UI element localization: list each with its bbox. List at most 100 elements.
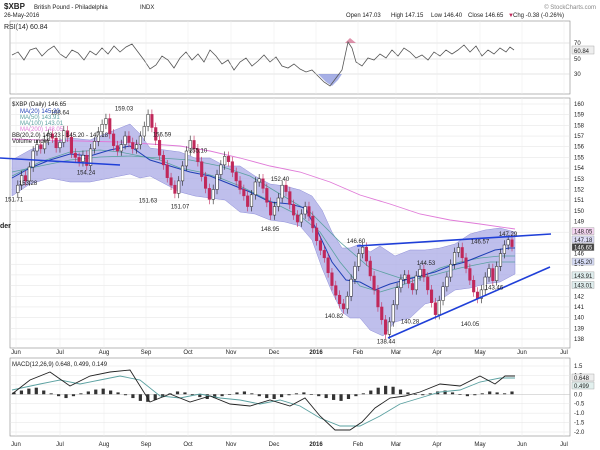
candle-body: [165, 164, 169, 178]
candle-body: [452, 252, 457, 265]
candle-body: [261, 178, 265, 189]
price-right-value: 148.05: [574, 230, 593, 236]
month-label: Dec: [269, 442, 280, 448]
candle-body: [391, 304, 395, 323]
open-value: Open 147.03: [346, 13, 381, 19]
month-label: Nov: [226, 350, 237, 356]
candle-body: [135, 144, 139, 150]
macd-hist-bar: [287, 394, 291, 396]
close-value: Close 146.65: [468, 13, 504, 19]
macd-hist-bar: [109, 390, 113, 395]
legend-ma50: MA(50) 143.91: [20, 115, 60, 121]
candle-body: [181, 165, 185, 182]
rsi-legend: RSI(14) 60.84: [4, 24, 48, 31]
candle-body: [81, 155, 85, 162]
legend-volume: Volume undef: [12, 139, 49, 145]
price-annotation: 155.10: [189, 148, 208, 154]
candle-body: [334, 285, 338, 296]
candle-body: [299, 213, 303, 223]
month-label: Nov: [226, 442, 237, 448]
candle-body: [138, 135, 142, 145]
macd-hist-bar: [294, 393, 299, 395]
month-label: Mar: [391, 350, 401, 356]
macd-hist-bar: [161, 394, 165, 398]
candle-body: [169, 177, 173, 186]
price-tick-label: 156: [574, 145, 585, 151]
ma200-line: [11, 138, 516, 230]
candle-body: [353, 266, 357, 280]
price-annotation: 159.03: [115, 106, 134, 112]
candle-body: [295, 214, 300, 223]
candle-body: [269, 202, 273, 216]
candle-body: [77, 157, 81, 162]
month-label: Apr: [432, 350, 441, 356]
month-label: Jun: [517, 442, 527, 448]
legend-ma200: MA(200) 148.05: [20, 127, 64, 133]
candle-body: [127, 135, 131, 143]
price-annotation: 153.28: [19, 181, 38, 187]
candle-body: [449, 263, 453, 278]
month-label: Oct: [183, 442, 193, 448]
price-tick-label: 151: [574, 198, 585, 204]
candle-body: [445, 276, 449, 287]
candle-body: [361, 246, 365, 254]
price-annotation: 154.24: [77, 171, 96, 177]
candle-body: [506, 239, 510, 246]
month-label: Sep: [141, 350, 152, 356]
macd-hist-bar: [361, 393, 365, 395]
macd-tick-label: -0.5: [574, 402, 585, 408]
change-down-icon: ▼: [508, 13, 514, 19]
month-label: Jul: [56, 442, 64, 448]
month-label: Jun: [517, 350, 527, 356]
macd-hist-bar: [235, 392, 239, 395]
macd-hist-bar: [220, 394, 224, 397]
price-value-box: [571, 235, 595, 244]
macd-hist-bar: [332, 394, 336, 400]
candle-body: [257, 178, 261, 183]
month-label: Jul: [560, 350, 568, 356]
candle-body: [226, 156, 231, 162]
candle-body: [123, 135, 127, 145]
price-candles: [16, 109, 514, 340]
candle-body: [69, 136, 74, 154]
candle-body: [223, 156, 227, 166]
rsi-last-value: 60.84: [574, 49, 590, 55]
price-right-value: 146.65: [574, 246, 593, 252]
price-annotation: 156.59: [153, 132, 172, 138]
price-tick-label: 153: [574, 177, 585, 183]
macd-legend: MACD(12,26,9) 0.648, 0.499, 0.149: [12, 362, 108, 368]
price-right-values: 148.05 147.18 146.65 145.20 143.91 143.01: [571, 227, 595, 289]
candle-body: [92, 141, 96, 150]
candle-body: [242, 189, 246, 197]
candle-body: [89, 148, 93, 166]
macd-hist-bar: [391, 386, 395, 395]
candle-body: [483, 276, 487, 291]
price-value-box: [571, 227, 595, 235]
macd-hist-bar: [131, 394, 135, 399]
candle-body: [96, 131, 100, 142]
candle-body: [108, 118, 112, 135]
price-annotation: 151.07: [171, 204, 190, 210]
legend-ma100: MA(100) 143.01: [20, 121, 64, 127]
month-label: Mar: [391, 442, 401, 448]
macd-hist-bar: [153, 394, 157, 400]
candle-body: [491, 268, 495, 281]
candle-body: [27, 166, 31, 182]
price-annotation: 146.60: [347, 239, 366, 245]
candle-body: [73, 152, 77, 158]
candle-body: [142, 126, 146, 137]
price-annotation: 147.29: [499, 232, 518, 238]
month-label: Aug: [99, 442, 110, 448]
macd-tick-label: -2.0: [574, 430, 585, 436]
candle-body: [318, 240, 323, 251]
candle-body: [433, 302, 437, 315]
macd-hist-bar: [101, 388, 105, 395]
bollinger-band: [11, 123, 516, 337]
candle-body: [403, 274, 407, 280]
candle-body: [211, 189, 215, 200]
support-trendline: [387, 266, 551, 339]
price-annotation: 140.82: [325, 314, 344, 320]
macd-hist-bar: [309, 394, 313, 395]
price-panel: 1601591581571561551541531521511501491481…: [0, 97, 595, 349]
legend-ma20: MA(20) 145.20: [20, 109, 60, 115]
